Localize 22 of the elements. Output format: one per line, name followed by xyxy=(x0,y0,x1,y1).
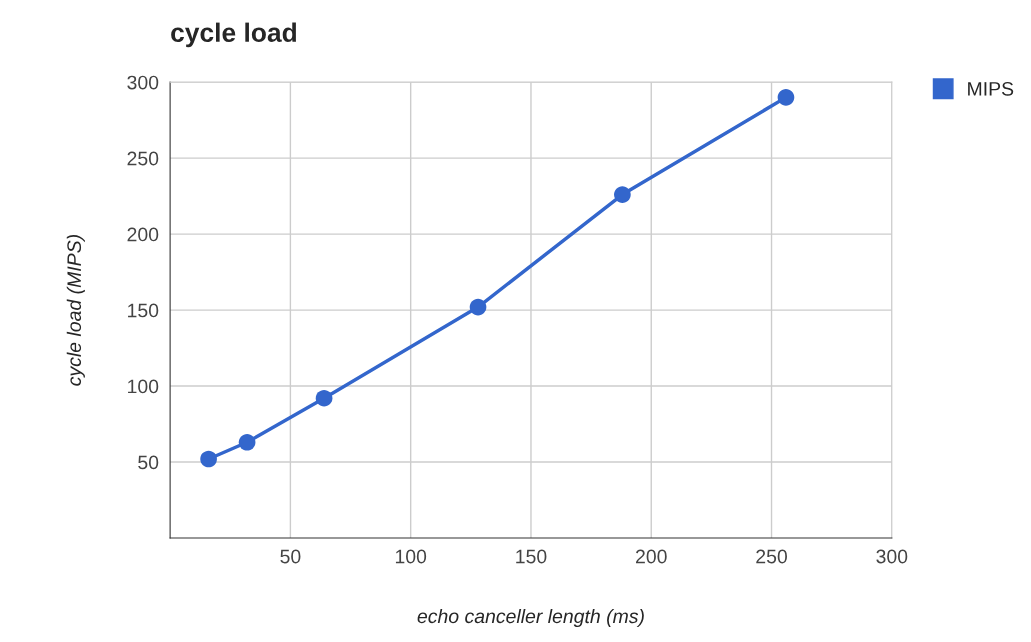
y-axis-title: cycle load (MIPS) xyxy=(66,235,85,386)
chart-title: cycle load xyxy=(171,22,296,48)
x-axis-title: echo canceller length (ms) xyxy=(417,608,644,628)
point xyxy=(777,89,795,106)
y-tick-label: 250 xyxy=(127,151,159,166)
y-tick-label: 150 xyxy=(128,303,159,318)
point xyxy=(469,298,487,316)
point xyxy=(614,186,631,203)
x-tick-label: 150 xyxy=(516,549,547,564)
y-tick-label: 50 xyxy=(138,455,159,470)
x-tick-label: 50 xyxy=(280,549,301,564)
x-tick-label: 250 xyxy=(756,549,787,564)
legend-label: MIPS xyxy=(968,81,1014,96)
x-tick-label: 200 xyxy=(636,549,667,564)
point xyxy=(238,433,256,451)
y-tick-label: 100 xyxy=(128,379,159,394)
x-tick-label: 100 xyxy=(395,549,427,564)
point xyxy=(200,450,217,468)
point xyxy=(315,389,333,407)
x-tick-label: 300 xyxy=(876,549,908,564)
y-tick-label: 200 xyxy=(127,227,159,242)
y-tick-label: 300 xyxy=(127,75,159,90)
